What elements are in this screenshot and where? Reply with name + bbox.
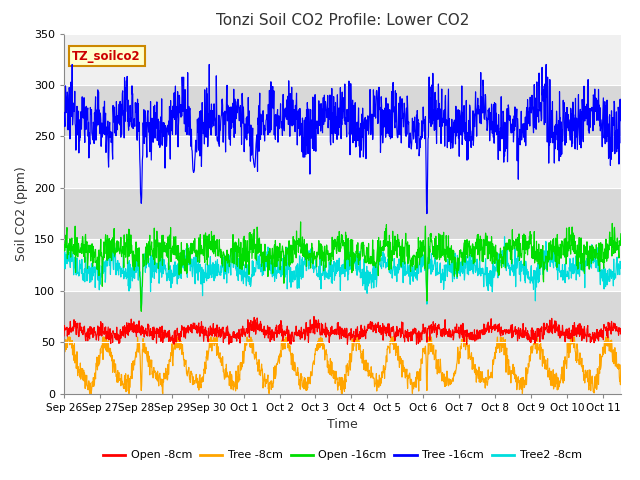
Bar (64, 34, 621, 85)
Bar (64, 342, 621, 394)
Bar (64, 85, 621, 136)
Text: TZ_soilco2: TZ_soilco2 (72, 50, 141, 63)
Bar (64, 136, 621, 188)
Bar (64, 240, 621, 291)
X-axis label: Time: Time (327, 418, 358, 431)
Y-axis label: Soil CO2 (ppm): Soil CO2 (ppm) (15, 166, 28, 261)
Bar (64, 291, 621, 342)
Legend: Open -8cm, Tree -8cm, Open -16cm, Tree -16cm, Tree2 -8cm: Open -8cm, Tree -8cm, Open -16cm, Tree -… (99, 446, 586, 465)
Title: Tonzi Soil CO2 Profile: Lower CO2: Tonzi Soil CO2 Profile: Lower CO2 (216, 13, 469, 28)
Bar (64, 188, 621, 240)
